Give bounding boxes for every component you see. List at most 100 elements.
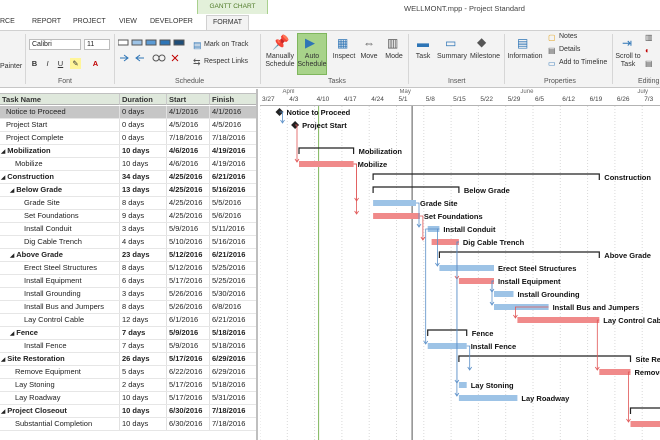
- duration-cell[interactable]: 10 days: [120, 145, 167, 157]
- insert-summary-button[interactable]: Summary: [437, 53, 467, 60]
- column-header-task-name[interactable]: Task Name: [0, 94, 120, 105]
- finish-cell[interactable]: 6/8/2016: [210, 301, 256, 313]
- duration-cell[interactable]: 4 days: [120, 236, 167, 248]
- task-row[interactable]: ◢ Mobilization 10 days 4/6/2016 4/19/2016: [0, 145, 256, 158]
- start-cell[interactable]: 4/5/2016: [167, 119, 210, 131]
- task-row[interactable]: Install Conduit 3 days 5/9/2016 5/11/2016: [0, 223, 256, 236]
- finish-cell[interactable]: 5/18/2016: [210, 340, 256, 352]
- start-cell[interactable]: 4/1/2016: [167, 106, 210, 118]
- start-cell[interactable]: 7/18/2016: [167, 132, 210, 144]
- finish-cell[interactable]: 6/21/2016: [210, 314, 256, 326]
- format-painter-button[interactable]: Painter: [0, 63, 23, 70]
- collapse-icon[interactable]: ◢: [1, 357, 6, 363]
- font-name-combo[interactable]: Calibri: [29, 39, 81, 50]
- duration-cell[interactable]: 26 days: [120, 353, 167, 365]
- start-cell[interactable]: 5/17/2016: [167, 275, 210, 287]
- task-name-cell[interactable]: Dig Cable Trench: [0, 236, 120, 248]
- inspect-button[interactable]: Inspect: [332, 53, 356, 60]
- start-cell[interactable]: 5/10/2016: [167, 236, 210, 248]
- task-row[interactable]: Grade Site 8 days 4/25/2016 5/5/2016: [0, 197, 256, 210]
- duration-cell[interactable]: 6 days: [120, 275, 167, 287]
- duration-cell[interactable]: 5 days: [120, 366, 167, 378]
- fill-icon[interactable]: ▤: [645, 59, 653, 68]
- tab-source[interactable]: RCE: [0, 18, 15, 25]
- duration-cell[interactable]: 12 days: [120, 314, 167, 326]
- task-name-cell[interactable]: ◢ Mobilization: [0, 145, 120, 157]
- start-cell[interactable]: 4/25/2016: [167, 197, 210, 209]
- start-cell[interactable]: 5/17/2016: [167, 392, 210, 404]
- start-cell[interactable]: 5/26/2016: [167, 288, 210, 300]
- finish-cell[interactable]: 5/25/2016: [210, 275, 256, 287]
- task-name-cell[interactable]: Project Complete: [0, 132, 120, 144]
- start-cell[interactable]: 6/1/2016: [167, 314, 210, 326]
- percent-complete-icons[interactable]: [118, 38, 188, 48]
- finish-cell[interactable]: 7/18/2016: [210, 418, 256, 430]
- start-cell[interactable]: 6/22/2016: [167, 366, 210, 378]
- scroll-to-task-button[interactable]: Scroll to Task: [615, 53, 641, 68]
- task-row[interactable]: Install Equipment 6 days 5/17/2016 5/25/201…: [0, 275, 256, 288]
- column-header-duration[interactable]: Duration: [120, 94, 167, 105]
- duration-cell[interactable]: 10 days: [120, 418, 167, 430]
- duration-cell[interactable]: 10 days: [120, 158, 167, 170]
- underline-button[interactable]: U: [57, 59, 64, 68]
- tab-developer[interactable]: DEVELOPER: [150, 18, 193, 25]
- insert-milestone-button[interactable]: Milestone: [470, 53, 500, 60]
- task-row[interactable]: Remove Equipment 5 days 6/22/2016 6/29/2016: [0, 366, 256, 379]
- finish-cell[interactable]: 5/30/2016: [210, 288, 256, 300]
- task-name-cell[interactable]: Notice to Proceed: [0, 106, 120, 118]
- task-name-cell[interactable]: ◢ Fence: [0, 327, 120, 339]
- task-row[interactable]: ◢ Project Closeout 10 days 6/30/2016 7/18/20…: [0, 405, 256, 418]
- mode-button[interactable]: Mode: [385, 53, 403, 60]
- task-name-cell[interactable]: Set Foundations: [0, 210, 120, 222]
- details-button[interactable]: Details: [559, 46, 581, 53]
- task-row[interactable]: Install Bus and Jumpers 8 days 5/26/2016 6/…: [0, 301, 256, 314]
- task-row[interactable]: Lay Stoning 2 days 5/17/2016 5/18/2016: [0, 379, 256, 392]
- task-row[interactable]: ◢ Above Grade 23 days 5/12/2016 6/21/2016: [0, 249, 256, 262]
- duration-cell[interactable]: 34 days: [120, 171, 167, 183]
- duration-cell[interactable]: 7 days: [120, 327, 167, 339]
- collapse-icon[interactable]: ◢: [10, 253, 15, 259]
- duration-cell[interactable]: 23 days: [120, 249, 167, 261]
- finish-cell[interactable]: 4/5/2016: [210, 119, 256, 131]
- task-name-cell[interactable]: Remove Equipment: [0, 366, 120, 378]
- collapse-icon[interactable]: ◢: [1, 409, 6, 415]
- manually-schedule-button[interactable]: Manually Schedule: [265, 53, 295, 68]
- start-cell[interactable]: 5/9/2016: [167, 327, 210, 339]
- column-header-start[interactable]: Start: [167, 94, 210, 105]
- start-cell[interactable]: 4/25/2016: [167, 210, 210, 222]
- duration-cell[interactable]: 0 days: [120, 119, 167, 131]
- task-row[interactable]: Project Complete 0 days 7/18/2016 7/18/2016: [0, 132, 256, 145]
- task-name-cell[interactable]: Install Grounding: [0, 288, 120, 300]
- font-color-icon[interactable]: A: [92, 59, 99, 68]
- clear-icon[interactable]: ◐: [645, 46, 650, 55]
- task-name-cell[interactable]: Project Start: [0, 119, 120, 131]
- start-cell[interactable]: 5/12/2016: [167, 249, 210, 261]
- information-button[interactable]: Information: [507, 53, 543, 60]
- duration-cell[interactable]: 13 days: [120, 184, 167, 196]
- tab-view[interactable]: VIEW: [119, 18, 137, 25]
- start-cell[interactable]: 4/6/2016: [167, 158, 210, 170]
- task-row[interactable]: Set Foundations 9 days 4/25/2016 5/6/2016: [0, 210, 256, 223]
- task-row[interactable]: Substantial Completion 10 days 6/30/2016 7/…: [0, 418, 256, 431]
- task-name-cell[interactable]: Lay Control Cable: [0, 314, 120, 326]
- tab-format[interactable]: FORMAT: [206, 15, 250, 30]
- task-row[interactable]: ◢ Below Grade 13 days 4/25/2016 5/16/2016: [0, 184, 256, 197]
- finish-cell[interactable]: 5/25/2016: [210, 262, 256, 274]
- start-cell[interactable]: 5/12/2016: [167, 262, 210, 274]
- tab-report[interactable]: REPORT: [32, 18, 62, 25]
- indent-link-icons[interactable]: [118, 53, 188, 63]
- start-cell[interactable]: 6/30/2016: [167, 418, 210, 430]
- task-name-cell[interactable]: ◢ Above Grade: [0, 249, 120, 261]
- duration-cell[interactable]: 3 days: [120, 223, 167, 235]
- task-name-cell[interactable]: ◢ Construction: [0, 171, 120, 183]
- finish-cell[interactable]: 5/18/2016: [210, 379, 256, 391]
- task-name-cell[interactable]: Erect Steel Structures: [0, 262, 120, 274]
- task-name-cell[interactable]: Install Bus and Jumpers: [0, 301, 120, 313]
- finish-cell[interactable]: 4/1/2016: [210, 106, 256, 118]
- start-cell[interactable]: 5/9/2016: [167, 223, 210, 235]
- duration-cell[interactable]: 2 days: [120, 379, 167, 391]
- task-name-cell[interactable]: ◢ Project Closeout: [0, 405, 120, 417]
- insert-task-button[interactable]: Task: [415, 53, 431, 60]
- finish-cell[interactable]: 5/11/2016: [210, 223, 256, 235]
- finish-cell[interactable]: 5/5/2016: [210, 197, 256, 209]
